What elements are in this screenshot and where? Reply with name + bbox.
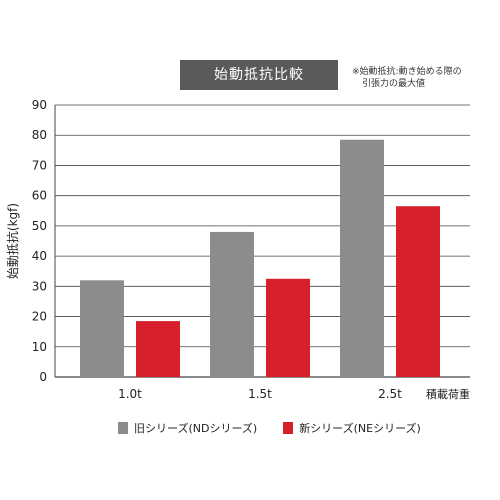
y-tick-label: 10 — [32, 340, 47, 354]
legend: 旧シリーズ(NDシリーズ) 新シリーズ(NEシリーズ) — [118, 420, 421, 436]
y-tick-label: 50 — [32, 219, 47, 233]
y-tick-label: 90 — [32, 98, 47, 112]
y-tick-label: 20 — [32, 310, 47, 324]
bar-new-1.0t — [136, 321, 180, 377]
bar-new-2.5t — [396, 206, 440, 377]
note-line-2: 引張力の最大値 — [362, 79, 426, 89]
y-tick-label: 60 — [32, 189, 47, 203]
bar-old-2.5t — [340, 139, 384, 377]
legend-label-old: 旧シリーズ(NDシリーズ) — [134, 422, 258, 435]
y-tick-label: 70 — [32, 158, 47, 172]
x-tick-label: 2.5t — [378, 387, 402, 401]
chart-note: ※始動抵抗:動き始める際の 引張力の最大値 — [352, 66, 492, 90]
x-axis-label: 積載荷重 — [426, 387, 470, 401]
bar-old-1.5t — [210, 231, 254, 377]
bar-old-1.0t — [80, 280, 124, 377]
x-tick-label: 1.5t — [248, 387, 272, 401]
bar-new-1.5t — [266, 278, 310, 377]
legend-swatch-new — [283, 422, 294, 434]
y-tick-label: 40 — [32, 249, 47, 263]
legend-swatch-old — [118, 422, 128, 434]
x-tick-label: 1.0t — [118, 387, 142, 401]
y-tick-label: 80 — [32, 128, 47, 142]
y-axis-label: 始動抵抗(kgf) — [5, 203, 20, 279]
legend-label-new: 新シリーズ(NEシリーズ) — [299, 422, 421, 435]
y-tick-label: 30 — [32, 279, 47, 293]
note-line-1: ※始動抵抗:動き始める際の — [352, 67, 462, 77]
chart-title: 始動抵抗比較 — [180, 60, 338, 90]
y-tick-label: 0 — [39, 370, 47, 384]
